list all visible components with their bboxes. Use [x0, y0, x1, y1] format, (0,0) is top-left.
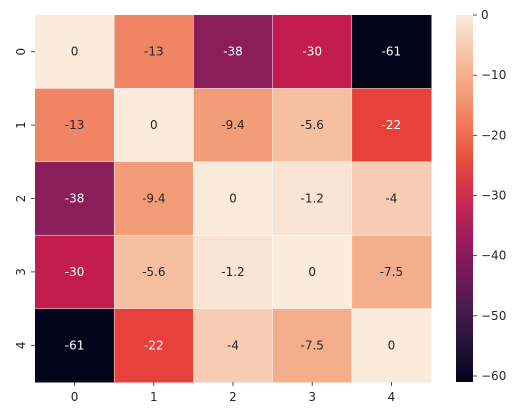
heatmap-cell-r3-c4 [351, 235, 432, 310]
heatmap-cell-r1-c2 [193, 88, 274, 163]
cell-value-label-r4-c2: -4 [227, 338, 239, 352]
cell-value-label-r3-c4: -7.5 [380, 265, 403, 279]
cell-value-label-r4-c0: -61 [65, 338, 85, 352]
x-tick-label-2: 2 [229, 390, 237, 404]
cell-value-label-r0-c2: -38 [223, 45, 243, 59]
heatmap-cell-r2-c3 [272, 161, 353, 236]
heatmap-cell-r3-c0 [35, 235, 115, 310]
cell-value-label-r3-c2: -1.2 [221, 265, 244, 279]
colorbar-tick-label-2: −20 [481, 128, 506, 142]
y-tick-label-0: 0 [14, 48, 28, 56]
heatmap-cell-r2-c0 [35, 161, 115, 236]
heatmap-cell-r4-c2 [193, 308, 274, 383]
heatmap-cell-r4-c3 [272, 308, 353, 383]
cell-value-label-r3-c1: -5.6 [142, 265, 165, 279]
heatmap-cell-r0-c0 [35, 15, 115, 89]
heatmap-cell-r0-c1 [114, 15, 194, 89]
cell-value-label-r0-c1: -13 [144, 45, 164, 59]
heatmap-cell-r1-c3 [272, 88, 353, 163]
x-tick-label-4: 4 [388, 390, 396, 404]
heatmap-cell-r2-c2 [193, 161, 274, 236]
cell-value-label-r1-c4: -22 [382, 118, 402, 132]
cell-value-label-r4-c3: -7.5 [300, 338, 323, 352]
y-tick-label-3: 3 [14, 268, 28, 276]
cell-value-label-r0-c4: -61 [382, 45, 402, 59]
colorbar-gradient [456, 15, 473, 382]
cell-value-label-r2-c0: -38 [65, 192, 85, 206]
heatmap-cell-r0-c2 [193, 15, 274, 89]
heatmap-cell-r3-c3 [272, 235, 353, 310]
heatmap-cell-r0-c3 [272, 15, 353, 89]
y-tick-label-1: 1 [14, 121, 28, 129]
heatmap-cell-r4-c4 [351, 308, 432, 383]
cell-value-label-r1-c1: 0 [150, 118, 158, 132]
heatmap-cell-r3-c2 [193, 235, 274, 310]
cell-value-label-r3-c3: 0 [308, 265, 316, 279]
heatmap-cell-r1-c0 [35, 88, 115, 163]
colorbar-tick-label-3: −30 [481, 188, 506, 202]
x-tick-label-3: 3 [308, 390, 316, 404]
heatmap-cell-r3-c1 [114, 235, 194, 310]
colorbar: 0 −10 −20 −30 −40 −50 −60 [456, 8, 506, 383]
cell-value-label-r0-c0: 0 [71, 45, 79, 59]
heatmap-cell-r4-c1 [114, 308, 194, 383]
heatmap-cell-r2-c4 [351, 161, 432, 236]
cell-value-label-r1-c2: -9.4 [221, 118, 244, 132]
heatmap-cell-r1-c1 [114, 88, 194, 163]
cell-value-label-r2-c2: 0 [229, 192, 237, 206]
y-tick-label-4: 4 [14, 341, 28, 349]
cell-value-labels: 0 -13 -38 -30 -61 -13 0 -9.4 -5.6 -22 -38 -9.4 0 -1.2… [65, 45, 403, 353]
x-axis: 0 1 2 3 4 [71, 382, 395, 404]
cell-value-label-r2-c3: -1.2 [300, 192, 323, 206]
x-tick-label-1: 1 [150, 390, 158, 404]
heatmap-cells [35, 15, 432, 383]
heatmap-cell-r0-c4 [351, 15, 432, 89]
y-tick-label-2: 2 [14, 195, 28, 203]
x-tick-label-0: 0 [71, 390, 79, 404]
colorbar-tick-label-5: −50 [481, 309, 506, 323]
cell-value-label-r0-c3: -30 [302, 45, 322, 59]
heatmap-cell-r2-c1 [114, 161, 194, 236]
heatmap-cell-r1-c4 [351, 88, 432, 163]
cell-value-label-r4-c4: 0 [388, 338, 396, 352]
colorbar-tick-label-4: −40 [481, 249, 506, 263]
y-axis: 0 1 2 3 4 [14, 48, 35, 349]
colorbar-tick-label-6: −60 [481, 369, 506, 383]
heatmap-cell-r4-c0 [35, 308, 115, 383]
cell-value-label-r1-c3: -5.6 [300, 118, 323, 132]
cell-value-label-r1-c0: -13 [65, 118, 85, 132]
colorbar-tick-label-1: −10 [481, 68, 506, 82]
cell-value-label-r4-c1: -22 [144, 338, 164, 352]
colorbar-tick-label-0: 0 [481, 8, 489, 22]
cell-value-label-r3-c0: -30 [65, 265, 85, 279]
cell-value-label-r2-c4: -4 [385, 192, 397, 206]
cell-value-label-r2-c1: -9.4 [142, 192, 165, 206]
